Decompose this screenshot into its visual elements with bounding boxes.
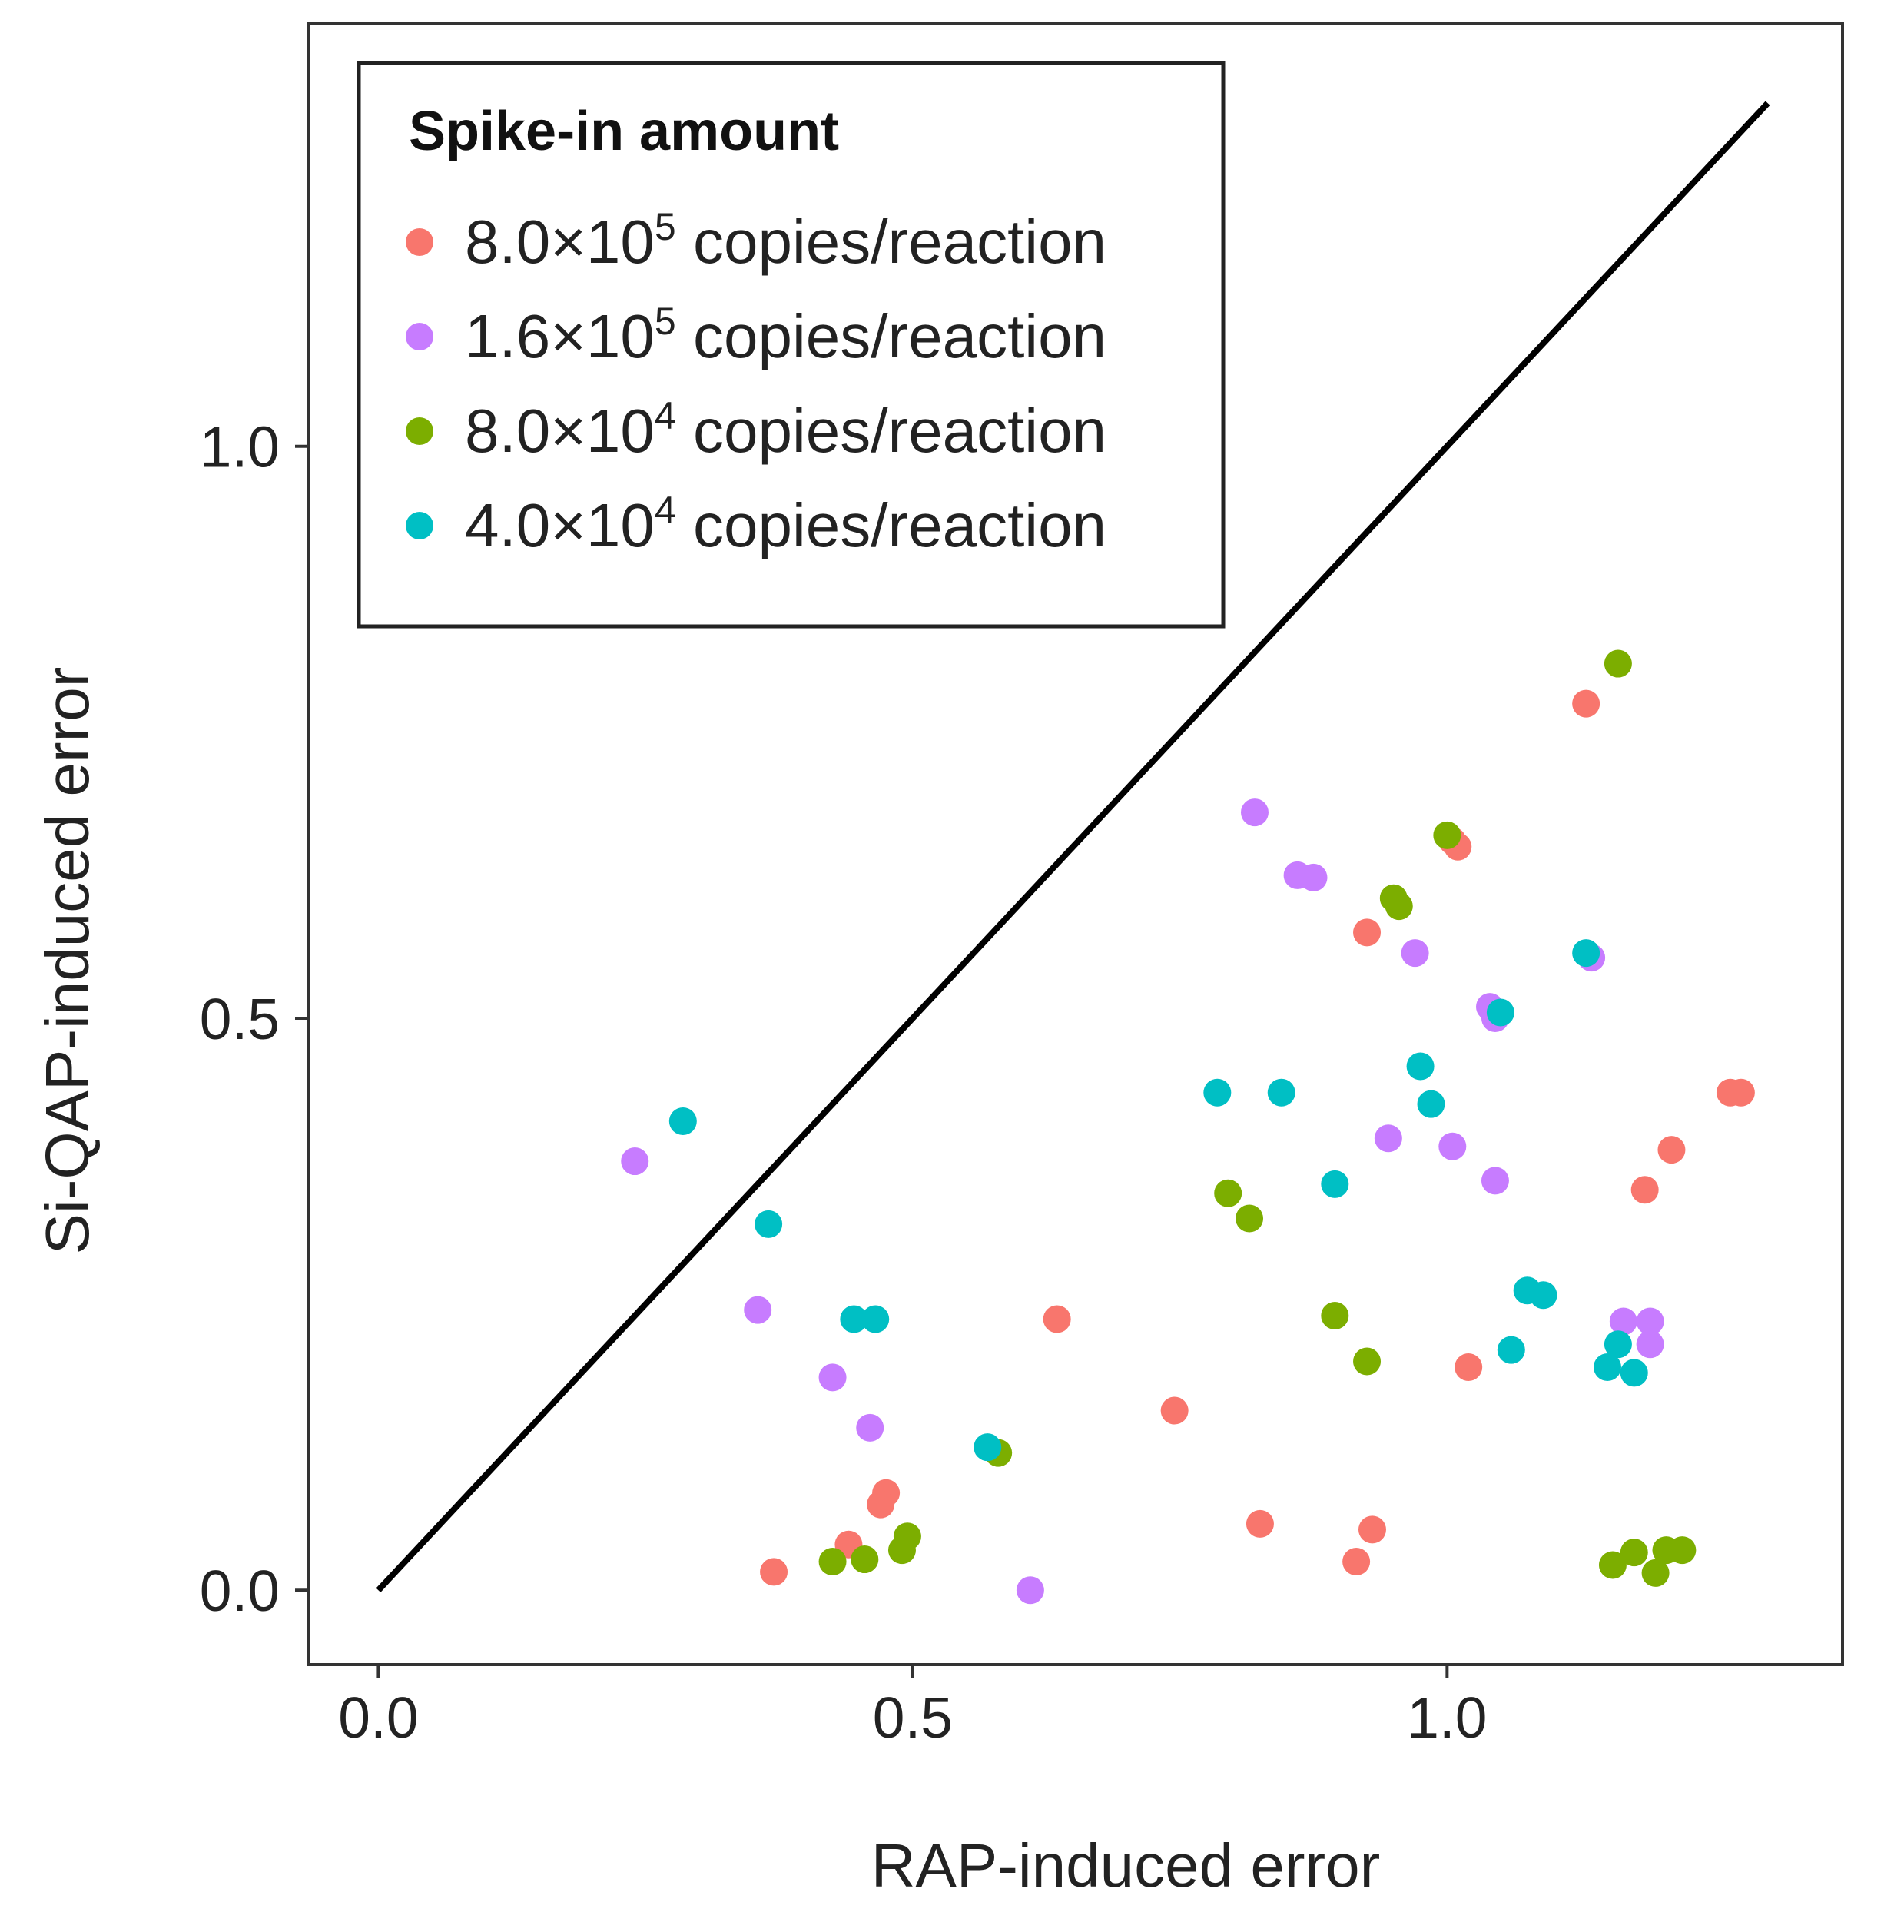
point-series-3-4: [1385, 892, 1413, 921]
legend-label-2: 1.6×105 copies/reaction: [465, 300, 1106, 370]
point-series-3-16: [1641, 1559, 1670, 1587]
point-series-4-10: [1417, 1090, 1445, 1118]
point-series-4-11: [1486, 998, 1514, 1027]
x-axis-title: RAP-induced error: [871, 1831, 1381, 1900]
point-series-2-13: [1609, 1307, 1637, 1336]
reference-line-layer: [376, 101, 1770, 1592]
point-series-3-18: [1668, 1536, 1697, 1565]
point-series-1-14: [1246, 1509, 1274, 1538]
legend: Spike-in amount 8.0×105 copies/reaction 1…: [357, 61, 1226, 629]
point-series-1-9: [1043, 1305, 1071, 1333]
point-series-2-11: [621, 1147, 649, 1176]
x-tick-label: 0.5: [873, 1685, 953, 1750]
legend-box: [357, 61, 1226, 629]
legend-entries: 8.0×105 copies/reaction 1.6×105 copies/re…: [406, 205, 1106, 559]
point-series-1-15: [1358, 1515, 1386, 1544]
point-series-2-1: [1240, 798, 1269, 827]
point-series-1-13: [867, 1490, 895, 1519]
point-series-2-4: [1401, 939, 1429, 968]
point-series-3-13: [851, 1545, 879, 1574]
y-axis-title: Si-QAP-induced error: [33, 667, 101, 1255]
x-tick-label: 1.0: [1407, 1685, 1487, 1750]
point-series-3-5: [1214, 1179, 1242, 1207]
point-series-4-14: [1529, 1281, 1557, 1310]
point-series-2-9: [1438, 1132, 1467, 1160]
point-series-3-11: [887, 1536, 916, 1565]
axes-layer: 0.0 0.5 1.0 0.0 0.5 1.0: [200, 415, 1488, 1750]
point-series-3-15: [1620, 1539, 1648, 1567]
point-series-3-14: [1598, 1551, 1627, 1579]
point-series-4-16: [1593, 1353, 1621, 1381]
point-series-2-12: [744, 1296, 772, 1324]
point-series-1-8: [1630, 1176, 1659, 1204]
point-series-2-17: [856, 1413, 884, 1442]
y-tick-label: 0.5: [200, 987, 280, 1051]
point-series-2-10: [1481, 1167, 1509, 1195]
point-series-4-12: [1572, 939, 1600, 968]
point-series-4-8: [1321, 1170, 1349, 1198]
point-series-1-11: [1160, 1396, 1189, 1425]
point-series-2-14: [1636, 1307, 1664, 1336]
point-series-1-18: [760, 1558, 788, 1586]
legend-key-3: [406, 417, 433, 445]
point-series-2-3: [1299, 863, 1328, 891]
points-layer: [621, 649, 1755, 1605]
legend-key-1: [406, 228, 433, 256]
point-series-4-6: [1203, 1078, 1232, 1107]
x-tick-label: 0.0: [338, 1685, 418, 1750]
legend-label-1: 8.0×105 copies/reaction: [465, 205, 1106, 276]
point-series-2-16: [818, 1363, 847, 1392]
point-series-3-2: [1433, 821, 1461, 849]
point-series-3-6: [1236, 1204, 1264, 1233]
point-series-4-3: [840, 1305, 868, 1333]
point-series-4-4: [861, 1305, 890, 1333]
point-series-4-9: [1406, 1052, 1435, 1081]
point-series-4-17: [1604, 1330, 1632, 1359]
point-series-1-6: [1727, 1078, 1755, 1107]
point-series-4-18: [1620, 1359, 1648, 1387]
y-tick-label: 0.0: [200, 1559, 280, 1623]
point-series-2-15: [1636, 1330, 1664, 1359]
point-series-1-17: [1342, 1548, 1371, 1576]
point-series-1-7: [1657, 1136, 1686, 1164]
point-series-2-18: [1016, 1576, 1044, 1605]
point-series-4-5: [974, 1433, 1002, 1462]
point-series-2-8: [1374, 1124, 1402, 1153]
legend-key-2: [406, 323, 433, 350]
point-series-3-8: [1353, 1347, 1382, 1376]
point-series-3-12: [818, 1548, 847, 1576]
legend-key-4: [406, 512, 433, 539]
legend-title: Spike-in amount: [409, 101, 839, 162]
point-series-4-1: [668, 1107, 697, 1135]
point-series-4-7: [1267, 1078, 1295, 1107]
point-series-4-2: [755, 1210, 783, 1238]
point-series-3-7: [1321, 1302, 1349, 1330]
point-series-3-1: [1604, 649, 1632, 678]
point-series-1-1: [1572, 689, 1600, 718]
point-series-1-4: [1353, 918, 1382, 947]
legend-label-3: 8.0×104 copies/reaction: [465, 394, 1106, 465]
legend-label-4: 4.0×104 copies/reaction: [465, 489, 1106, 559]
point-series-4-15: [1497, 1336, 1525, 1364]
reference-line: [376, 101, 1770, 1592]
point-series-1-10: [1455, 1353, 1483, 1381]
y-tick-label: 1.0: [200, 415, 280, 480]
